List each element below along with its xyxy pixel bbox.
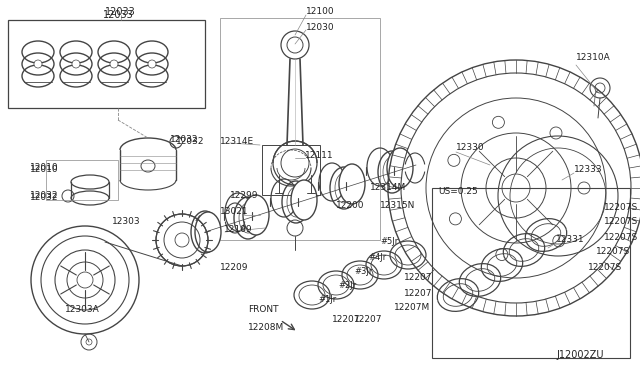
Text: #5Jr: #5Jr [380,237,398,247]
Text: 12207S: 12207S [588,263,622,272]
Bar [8,20,205,108]
Text: 12207: 12207 [354,315,383,324]
Text: 12208M: 12208M [248,324,284,333]
Text: #2Jr: #2Jr [338,282,356,291]
Text: 12207S: 12207S [604,234,638,243]
Text: 12109: 12109 [224,225,253,234]
Circle shape [72,60,80,68]
Text: 12207: 12207 [404,273,433,282]
Circle shape [148,60,156,68]
Bar [432,188,630,358]
Text: 12207S: 12207S [604,203,638,212]
Ellipse shape [291,180,317,220]
Bar [262,145,320,195]
Text: 12032: 12032 [176,138,205,147]
Text: 12207: 12207 [404,289,433,298]
Bar [46,160,118,200]
Text: 12010: 12010 [30,164,59,173]
Text: US=0.25: US=0.25 [438,187,477,196]
Text: #3Jr: #3Jr [354,267,372,276]
Text: 12209: 12209 [220,263,248,273]
Circle shape [110,60,118,68]
Text: 12314E: 12314E [220,138,254,147]
Text: 12010: 12010 [30,166,59,174]
Text: 12314M: 12314M [370,183,406,192]
Ellipse shape [339,164,365,204]
Text: FRONT: FRONT [248,305,278,314]
Text: 12299: 12299 [230,190,259,199]
Text: 12033: 12033 [102,10,133,20]
Ellipse shape [387,148,413,188]
Text: J12002ZU: J12002ZU [556,350,604,360]
Text: 12315N: 12315N [380,201,415,209]
Text: 12033: 12033 [104,7,136,17]
Text: #1Jr: #1Jr [318,295,336,305]
Ellipse shape [195,212,221,252]
Text: 12333: 12333 [574,166,603,174]
Text: 12032: 12032 [30,193,58,202]
Text: 12032: 12032 [30,190,58,199]
Text: 13021: 13021 [220,208,248,217]
Bar [220,18,380,240]
Text: 12303A: 12303A [65,305,100,314]
Text: 12207M: 12207M [394,304,430,312]
Text: 12207S: 12207S [604,218,638,227]
Text: 12030: 12030 [306,23,335,32]
Text: 12032: 12032 [170,135,198,144]
Text: #4Jr: #4Jr [368,253,387,263]
Text: 12207: 12207 [332,315,360,324]
Text: 12111: 12111 [305,151,333,160]
Text: 12331: 12331 [556,235,584,244]
Text: 12200: 12200 [336,201,365,209]
Text: 12207S: 12207S [596,247,630,257]
Circle shape [34,60,42,68]
Text: 12330: 12330 [456,144,484,153]
Ellipse shape [243,195,269,235]
Text: 12100: 12100 [306,7,335,16]
Text: 12303: 12303 [112,218,141,227]
Text: 12310A: 12310A [576,54,611,62]
